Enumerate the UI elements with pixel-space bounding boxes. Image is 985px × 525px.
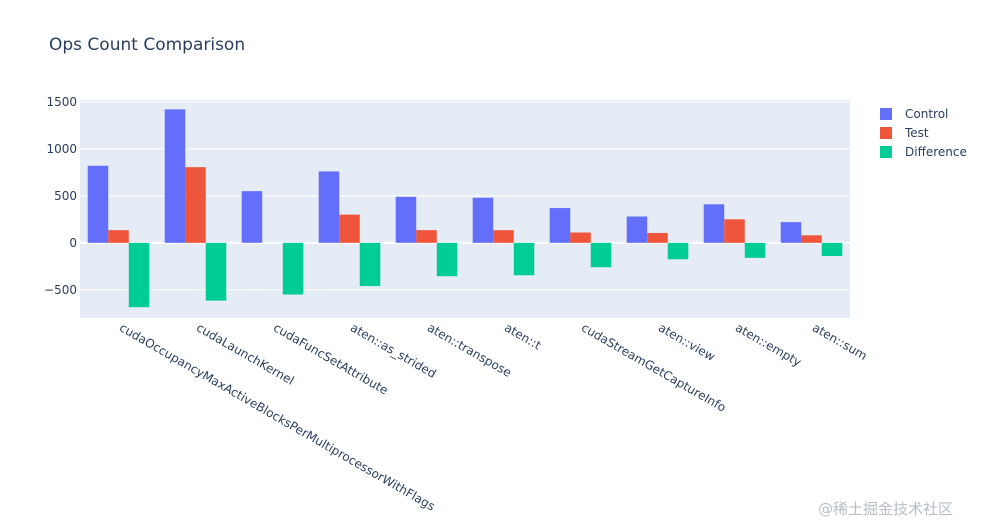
bar-test-10	[801, 235, 822, 243]
bar-control-4	[318, 171, 340, 243]
x-tick-label: aten::sum	[810, 320, 870, 362]
bar-control-8	[626, 216, 648, 243]
bar-control-3	[241, 191, 263, 243]
y-tick-label: −500	[44, 283, 77, 297]
bar-test-7	[570, 232, 591, 243]
x-tick-label: aten::view	[656, 320, 718, 364]
bar-control-2	[164, 109, 186, 243]
bar-difference-9	[744, 242, 766, 258]
x-tick-label: aten::t	[502, 320, 544, 352]
y-tick-label: 1000	[46, 142, 77, 156]
bar-difference-8	[667, 242, 689, 260]
bar-difference-6	[513, 242, 535, 276]
legend[interactable]: Control Test Difference	[880, 107, 967, 159]
bar-control-9	[703, 204, 725, 243]
legend-label-difference: Difference	[905, 145, 967, 159]
x-tick-label: aten::empty	[733, 320, 804, 369]
chart-title: Ops Count Comparison	[49, 35, 245, 55]
x-tick-label: aten::transpose	[425, 320, 514, 379]
legend-label-test: Test	[904, 126, 929, 140]
bar-test-5	[416, 230, 437, 243]
bar-difference-5	[436, 242, 458, 277]
y-tick-label: 0	[69, 236, 77, 250]
bar-difference-1	[128, 242, 150, 308]
bar-test-8	[647, 232, 668, 243]
bar-difference-10	[821, 242, 843, 256]
bar-control-10	[780, 222, 802, 243]
legend-swatch-difference	[880, 146, 892, 158]
bar-control-1	[87, 165, 109, 243]
bar-test-2	[185, 167, 206, 243]
y-tick-label: 500	[54, 189, 77, 203]
legend-swatch-test	[880, 127, 892, 139]
bar-difference-7	[590, 242, 612, 268]
x-axis: cudaOccupancyMaxActiveBlocksPerMultiproc…	[117, 320, 870, 513]
bar-difference-2	[205, 242, 227, 301]
bar-difference-3	[282, 242, 304, 295]
bar-control-6	[472, 197, 494, 243]
y-tick-label: 1500	[46, 95, 77, 109]
watermark: @稀土掘金技术社区	[818, 500, 953, 518]
bar-difference-4	[359, 242, 381, 287]
bar-control-5	[395, 196, 417, 243]
bar-test-1	[108, 230, 129, 243]
legend-label-control: Control	[905, 107, 948, 121]
bars	[87, 109, 843, 308]
bar-control-7	[549, 208, 571, 243]
bar-test-4	[339, 214, 360, 243]
bar-test-6	[493, 230, 514, 243]
x-tick-label: cudaStreamGetCaptureInfo	[579, 320, 728, 414]
legend-swatch-control	[880, 108, 892, 120]
bar-test-9	[724, 219, 745, 243]
y-axis: −500 0 500 1000 1500	[44, 95, 77, 297]
